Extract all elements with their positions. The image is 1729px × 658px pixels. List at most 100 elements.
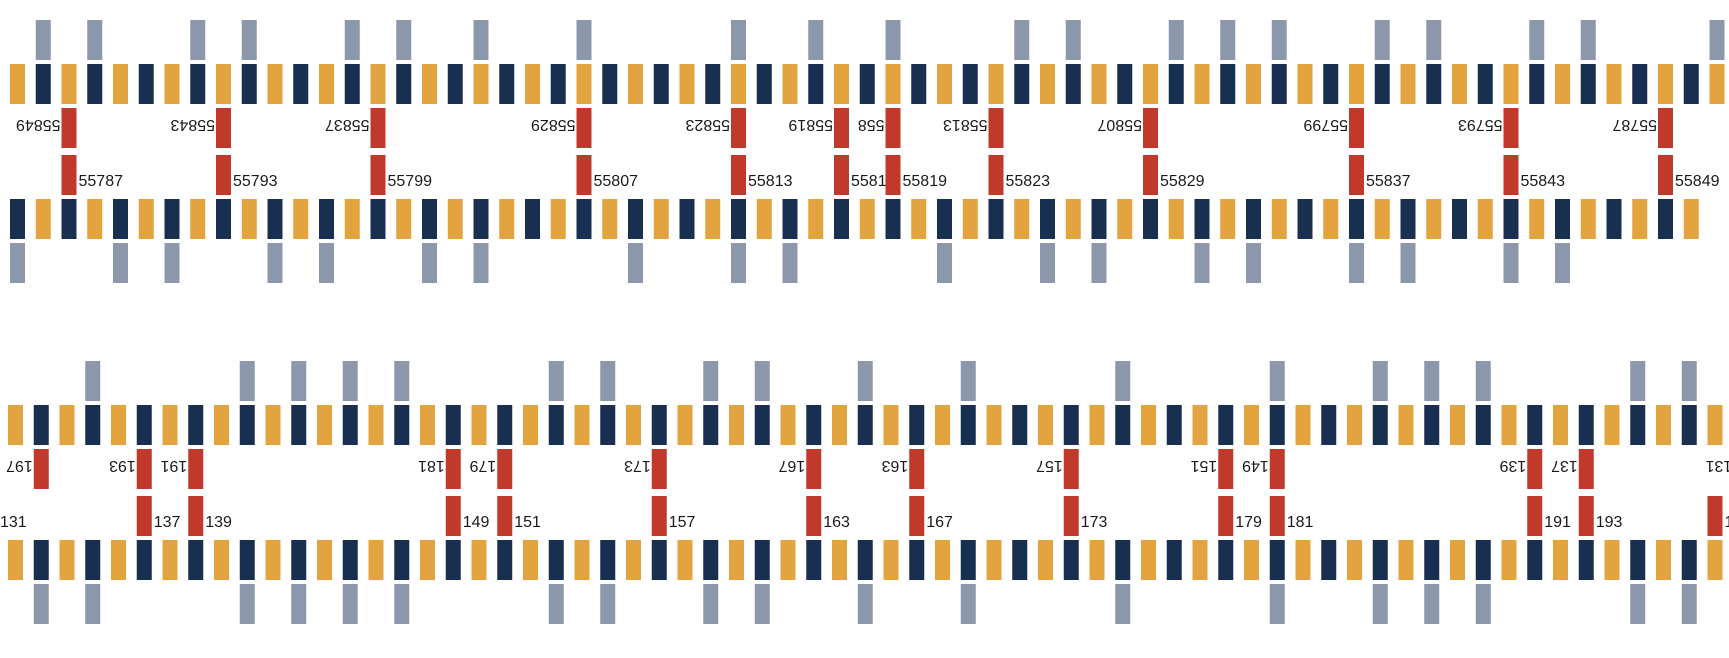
upper-red-bar [1063,449,1079,489]
upper-red-bar [33,449,49,489]
lower-red-label: 55807 [594,173,639,190]
top-blue-bar [911,64,927,104]
lower-red-bar [651,496,667,536]
top-gray-bar [190,20,206,60]
lower-red-label: 55813 [748,173,793,190]
bottom-blue-bar [1269,540,1285,580]
bottom-gold-bar [87,199,103,239]
top-gold-bar [832,405,847,445]
top-gold-bar [1141,405,1156,445]
lower-red-label: 167 [926,514,953,531]
lower-red-bar [1527,496,1543,536]
top-gold-bar [1604,405,1620,445]
bottom-blue-bar [731,199,746,239]
bottom-blue-bar [651,540,667,580]
top-blue-bar [1681,405,1697,445]
lower-red-label: 55843 [1521,173,1566,190]
lower-red-bar [834,155,849,195]
bottom-gold-bar [1220,199,1236,239]
bottom-blue-bar [394,540,410,580]
bottom-gold-bar [214,540,229,580]
top-blue-bar [1529,64,1545,104]
lower-red-label: 55829 [1160,173,1205,190]
bottom-blue-bar [525,199,540,239]
bottom-gray-bar [342,584,358,624]
top-gold-bar [1244,405,1259,445]
top-blue-bar [600,405,616,445]
bottom-blue-bar [885,199,901,239]
top-blue-bar [1012,405,1028,445]
top-blue-bar [87,64,103,104]
bottom-gold-bar [344,199,360,239]
upper-red-label: 173 [624,457,651,474]
top-gold-bar [1400,64,1416,104]
top-gray-bar [473,20,489,60]
upper-red-bar [61,108,77,148]
bottom-blue-bar [473,199,489,239]
bottom-gold-bar [1295,540,1311,580]
lower-red-bar [1707,496,1723,536]
lower-red-label: 149 [463,514,490,531]
top-gold-bar [731,64,746,104]
top-blue-bar [35,64,51,104]
top-gold-bar [471,405,487,445]
top-gray-bar [1709,20,1725,60]
bottom-gold-bar [1374,199,1390,239]
lower-red-label: 137 [154,514,181,531]
bottom-gray-bar [857,584,873,624]
top-blue-bar [1065,64,1081,104]
bottom-gold-bar [1529,199,1545,239]
bottom-gray-bar [239,584,255,624]
top-blue-bar [1117,64,1133,104]
upper-red-bar [576,108,592,148]
top-gold-bar [319,64,334,104]
bottom-blue-bar [1475,540,1491,580]
bottom-gold-bar [8,540,23,580]
top-blue-bar [1632,64,1648,104]
bottom-blue-bar [1321,540,1337,580]
top-gold-bar [574,405,590,445]
bottom-blue-bar [1400,199,1416,239]
top-blue-bar [1063,405,1079,445]
top-blue-bar [1578,405,1594,445]
top-gold-bar [214,405,229,445]
bottom-blue-bar [1115,540,1131,580]
bottom-gold-bar [1553,540,1568,580]
top-gray-bar [808,20,824,60]
bottom-gray-bar [600,584,616,624]
bottom-gold-bar [808,199,824,239]
bottom-blue-bar [1218,540,1234,580]
top-blue-bar [1527,405,1543,445]
upper-red-label: 139 [1499,457,1526,474]
upper-red-label: 181 [418,457,445,474]
upper-red-bar [806,449,822,489]
lower-red-bar [445,496,461,536]
upper-red-bar [1218,449,1234,489]
upper-red-label: 149 [1242,457,1269,474]
upper-red-bar [188,449,204,489]
top-gold-bar [1295,405,1311,445]
bottom-gray-bar [1040,243,1055,283]
top-blue-bar [445,405,461,445]
bottom-blue-bar [909,540,925,580]
lower-red-label: 181 [1287,514,1314,531]
diagram-block-lower: 197 193 191 181 179 173 167 163 157 151 149 139 137 1… [6,361,1729,624]
top-blue-bar [136,405,152,445]
bottom-gray-bar [754,584,770,624]
upper-red-bar [1269,449,1285,489]
bottom-blue-bar [136,540,152,580]
top-gold-bar [1450,405,1465,445]
top-gold-bar [1143,64,1158,104]
lower-red-bar [1143,155,1158,195]
top-gold-bar [986,405,1002,445]
top-gray-bar [576,20,592,60]
top-gold-bar [422,64,437,104]
top-gold-bar [473,64,489,104]
bottom-gold-bar [1604,540,1620,580]
upper-red-bar [1527,449,1543,489]
bottom-gray-bar [548,584,564,624]
bottom-gold-bar [729,540,744,580]
top-gray-bar [600,361,616,401]
top-gold-bar [988,64,1004,104]
bottom-blue-bar [703,540,719,580]
